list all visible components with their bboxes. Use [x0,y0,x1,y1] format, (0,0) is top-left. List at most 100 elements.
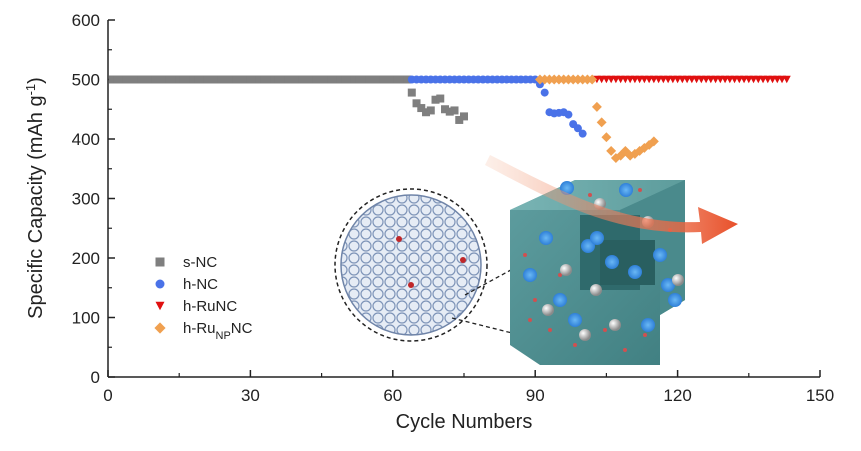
data-point [227,75,236,84]
x-tick-label: 150 [806,386,834,405]
x-tick-label: 30 [241,386,260,405]
data-point [289,75,298,84]
data-point [260,75,269,84]
data-point [379,75,388,84]
data-point [137,75,146,84]
data-point [350,75,359,84]
data-point [122,75,131,84]
data-point [113,75,122,84]
data-point [156,75,165,84]
data-point [374,75,383,84]
data-point [298,75,307,84]
data-point [118,75,127,84]
x-ticks: 0 30 60 90 120 150 [103,370,834,405]
data-point [564,110,573,119]
data-point [460,112,468,121]
data-point [308,75,317,84]
y-tick-label: 0 [91,368,100,387]
data-point [648,136,659,147]
series-h-ru [534,74,659,163]
data-point [293,75,302,84]
data-point [312,75,321,84]
data-point [360,75,369,84]
data-point [450,106,459,115]
data-point [596,117,607,128]
data-point [279,75,288,84]
data-point [426,106,435,115]
data-point [175,75,184,84]
legend-label: h-NC [183,276,218,293]
series-s-nc [108,75,468,124]
data-point [270,75,279,84]
legend-item: h-RuNPNC [154,320,253,342]
legend: s-NC h-NC h-RuNC h-RuNPNC [154,254,253,342]
data-point [341,75,350,84]
data-point [331,75,340,84]
series-h-runc [592,75,791,84]
data-point [573,124,582,133]
legend-item: s-NC [155,254,217,271]
data-point [327,75,336,84]
legend-marker [155,257,165,267]
data-point [246,75,255,84]
y-tick-label: 200 [72,249,100,268]
y-axis-title: Specific Capacity (mAh g-1) [23,77,48,319]
flow-arrow-icon [485,155,738,244]
legend-marker [155,301,165,311]
data-point [284,75,293,84]
data-point [141,75,150,84]
x-axis-title: Cycle Numbers [396,411,533,433]
data-point [255,75,264,84]
x-tick-label: 60 [383,386,402,405]
data-point [398,75,407,84]
data-point [151,75,160,84]
data-point [241,75,250,84]
data-point [160,75,169,84]
series-layer [108,74,791,163]
y-tick-label: 400 [72,130,100,149]
data-point [189,75,198,84]
legend-marker [155,279,165,289]
data-point [217,75,226,84]
legend-item: h-NC [155,276,218,293]
data-point [346,75,355,84]
data-point [179,75,188,84]
data-point [369,75,378,84]
data-point [422,108,431,117]
data-point [610,153,621,163]
data-point [403,75,412,84]
data-point [236,75,245,84]
legend-label: h-RuNPNC [183,320,253,342]
data-point [213,75,222,84]
data-point [198,75,207,84]
data-point [578,129,587,138]
data-point [274,75,283,84]
data-point [431,95,440,104]
data-point [170,75,179,84]
data-point [388,75,397,84]
data-point [355,75,364,84]
y-tick-label: 100 [72,309,100,328]
data-point [265,75,274,84]
legend-item: h-RuNC [155,298,237,315]
data-point [540,88,549,97]
data-point [232,75,241,84]
data-point [165,75,174,84]
data-point [782,75,791,84]
hollow-carbon-sphere-icon [334,188,521,342]
data-point [365,75,374,84]
data-point [412,99,421,108]
data-point [317,75,326,84]
y-tick-label: 500 [72,71,100,90]
data-point [634,145,645,156]
data-point [222,75,231,84]
legend-label: s-NC [183,254,217,271]
legend-label: h-RuNC [183,298,237,315]
legend-marker [154,322,166,334]
data-point [441,105,450,114]
data-point [587,74,598,85]
data-point [455,115,464,124]
data-point [203,75,212,84]
data-point [108,75,117,84]
data-point [407,88,416,97]
